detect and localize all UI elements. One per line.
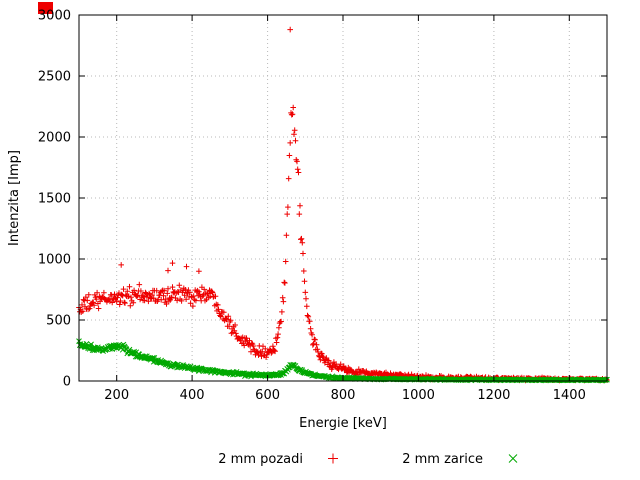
legend-marker-plus-icon — [328, 453, 338, 464]
x-tick-label: 800 — [331, 388, 356, 403]
legend-label-zarice: 2 mm zarice — [402, 452, 483, 467]
grid-lines — [79, 15, 607, 381]
tick-labels: 200 400 600 800 1000 1200 1400 0 500 1000 1500 2000… — [38, 9, 586, 404]
x-tick-label: 600 — [255, 388, 280, 403]
series-pozadi — [76, 26, 610, 384]
plot-border — [78, 14, 608, 382]
y-tick-label: 500 — [46, 314, 71, 329]
y-tick-label: 1500 — [38, 192, 71, 207]
y-tick-label: 3000 — [38, 9, 71, 24]
legend-marker-cross-icon — [508, 454, 518, 463]
x-axis-label: Energie [keV] — [299, 416, 387, 431]
y-tick-label: 2000 — [38, 131, 71, 146]
x-tick-label: 400 — [180, 388, 205, 403]
y-axis-label: Intenzita [Imp] — [7, 150, 22, 246]
x-tick-label: 1000 — [402, 388, 435, 403]
x-tick-label: 1200 — [477, 388, 510, 403]
data-points-layer — [76, 26, 610, 384]
y-tick-label: 1000 — [38, 253, 71, 268]
y-tick-label: 2500 — [38, 70, 71, 85]
x-tick-label: 1400 — [553, 388, 586, 403]
y-tick-label: 0 — [63, 375, 71, 390]
legend-label-pozadi: 2 mm pozadi — [218, 452, 303, 467]
legend: 2 mm pozadi 2 mm zarice — [218, 452, 518, 467]
x-tick-label: 200 — [104, 388, 129, 403]
red-artifact-block — [38, 2, 53, 14]
